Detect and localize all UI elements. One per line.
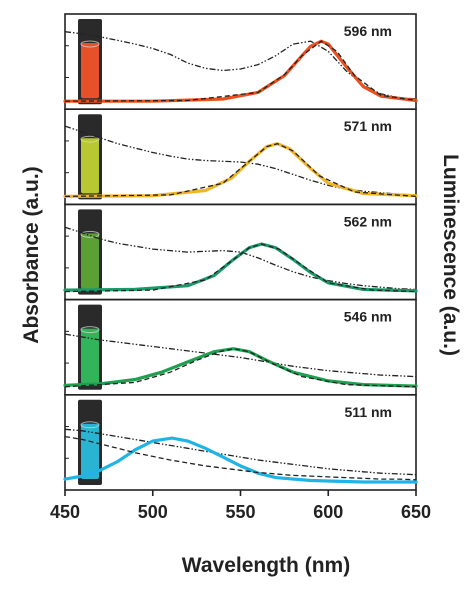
sample-vial — [78, 304, 102, 390]
peak-wavelength-label: 546 nm — [344, 309, 392, 325]
peak-wavelength-label: 562 nm — [344, 213, 392, 229]
vial-meniscus — [80, 326, 100, 334]
vial-meniscus — [80, 421, 100, 429]
x-axis-ticks: 450 500 550 600 650 — [50, 490, 431, 522]
fit-curve — [64, 435, 417, 481]
emission-curve — [63, 347, 418, 388]
vial-liquid — [81, 233, 99, 289]
sample-vial — [78, 19, 102, 105]
y-axis-title-right: Luminescence (a.u.) — [439, 154, 462, 356]
peak-wavelength-label: 511 nm — [345, 404, 392, 420]
y-axis-title-left: Absorbance (a.u.) — [20, 166, 43, 343]
x-tick-label: 500 — [138, 502, 168, 522]
vial-liquid — [81, 43, 99, 99]
fit-curve — [64, 143, 417, 198]
x-tick-label: 600 — [313, 502, 343, 522]
absorbance-curve — [64, 125, 417, 196]
vial-meniscus — [80, 40, 100, 48]
emission-curve — [63, 142, 418, 198]
peak-wavelength-label: 596 nm — [344, 23, 392, 39]
sample-vial — [78, 399, 102, 485]
vial-liquid — [81, 328, 99, 384]
vial-meniscus — [80, 230, 100, 238]
panel-1: 596 nm — [63, 13, 418, 110]
x-tick-label: 550 — [225, 502, 255, 522]
emission-curve — [63, 242, 418, 293]
absorbance-curve — [64, 226, 417, 291]
panel-3: 562 nm — [63, 203, 418, 301]
emission-curve — [63, 436, 418, 484]
vial-liquid — [81, 423, 99, 479]
emission-curve — [63, 39, 418, 103]
x-axis-title: Wavelength (nm) — [182, 554, 350, 577]
x-tick-label: 450 — [50, 502, 80, 522]
fit-curve — [64, 40, 417, 102]
panel-5: 511 nm — [63, 393, 418, 491]
panel-2: 571 nm — [63, 108, 418, 206]
x-tick-label: 650 — [401, 502, 431, 522]
fit-curve — [64, 243, 417, 293]
sample-vial — [78, 209, 102, 295]
panel-4: 546 nm — [63, 298, 418, 396]
absorbance-curve — [64, 31, 417, 100]
panel-stack: 596 nm 571 nm 562 nm 546 nm 511 nm — [63, 13, 418, 491]
vial-meniscus — [80, 135, 100, 143]
absorbance-curve — [64, 428, 417, 476]
absorbance-curve — [64, 333, 417, 378]
vial-liquid — [81, 138, 99, 194]
peak-wavelength-label: 571 nm — [344, 118, 392, 134]
sample-vial — [78, 114, 102, 200]
